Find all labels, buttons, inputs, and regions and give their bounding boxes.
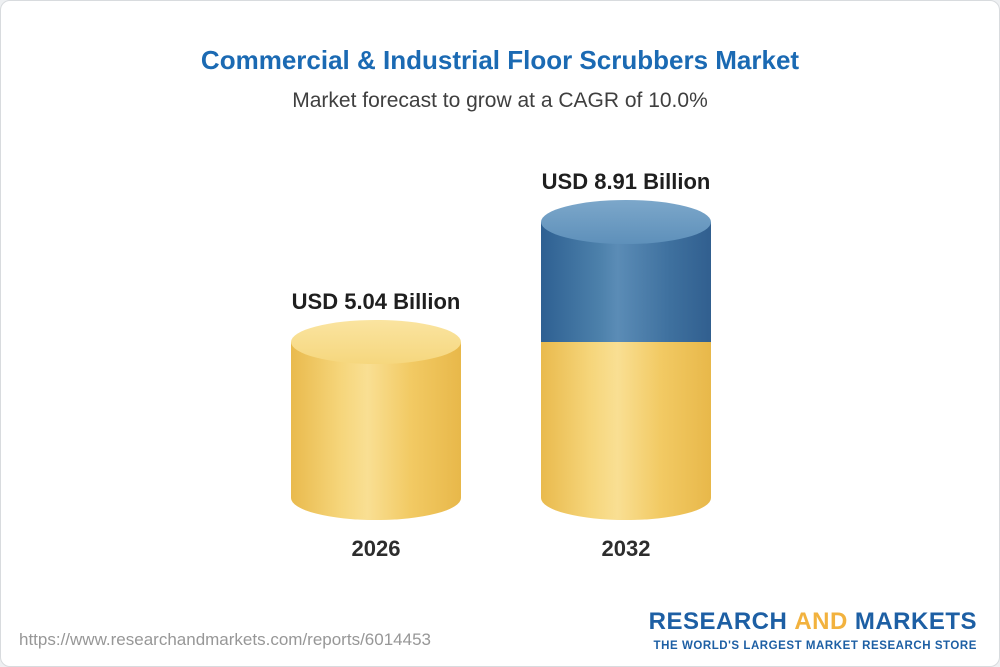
cylinder-segment-2032-yellow	[541, 341, 711, 520]
year-label-2026: 2026	[351, 536, 401, 561]
year-label-2032: 2032	[601, 536, 651, 561]
cylinder-cap-2026	[291, 319, 461, 364]
logo-word-research: RESEARCH	[648, 608, 788, 635]
logo-tagline: THE WORLD'S LARGEST MARKET RESEARCH STOR…	[653, 640, 977, 652]
logo-wordmark: RESEARCH AND MARKETS	[649, 608, 977, 636]
chart-subtitle: Market forecast to grow at a CAGR of 10.…	[292, 89, 708, 112]
source-url: https://www.researchandmarkets.com/repor…	[19, 630, 431, 649]
value-label-2026: USD 5.04 Billion	[291, 288, 461, 314]
chart-title: Commercial & Industrial Floor Scrubbers …	[200, 45, 800, 75]
cylinder-segment-2026-yellow	[291, 341, 461, 520]
value-label-2032: USD 8.91 Billion	[541, 168, 711, 194]
logo-word-markets: MARKETS	[854, 608, 977, 635]
logo-word-and: AND	[794, 608, 848, 635]
cylinder-cap-2032	[541, 199, 711, 244]
research-and-markets-logo: RESEARCH AND MARKETS THE WORLD'S LARGEST M…	[649, 608, 977, 652]
bar-chart: USD 5.04 Billion 2026 USD 8.91 Billion 2032	[1, 131, 999, 581]
